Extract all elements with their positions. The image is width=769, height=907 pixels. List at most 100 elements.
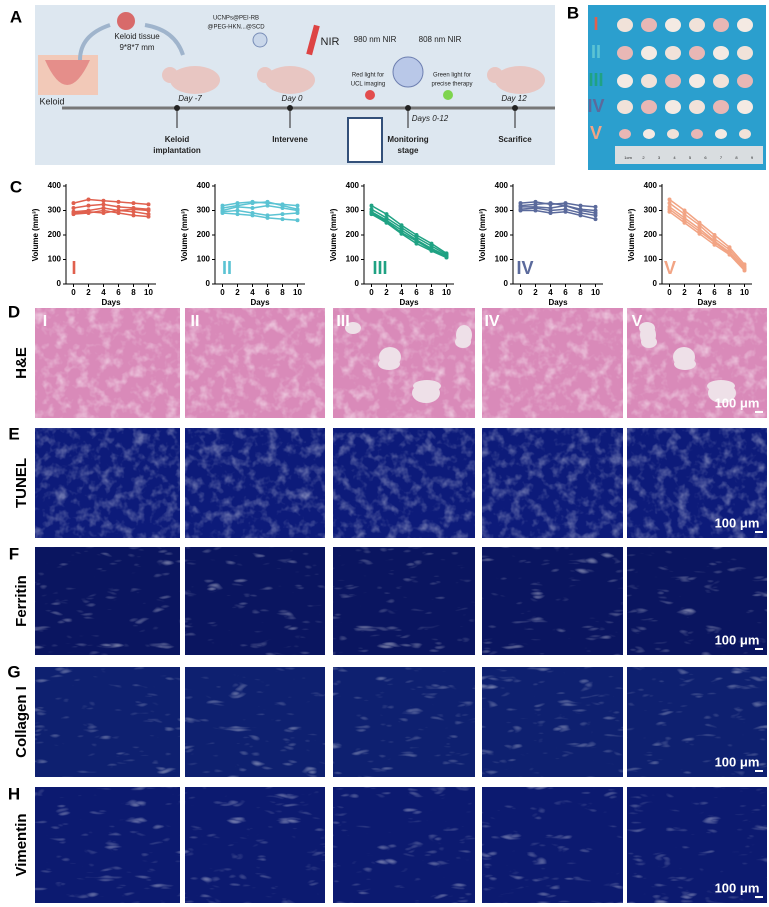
data-point	[250, 201, 255, 206]
texture-layer	[35, 428, 180, 538]
tissue	[665, 74, 681, 88]
data-point	[593, 204, 598, 209]
data-point	[697, 231, 702, 236]
tissue	[665, 18, 681, 32]
panel-letter: B	[567, 3, 579, 22]
group-label: IV	[516, 258, 533, 278]
series-line	[73, 198, 149, 206]
day-label: Day 12	[501, 94, 527, 103]
y-tick-label: 0	[504, 279, 509, 288]
lumen	[455, 336, 471, 348]
label: UCNPs@PEI-RB	[213, 16, 259, 22]
panel-letter: D	[8, 302, 20, 321]
scale-bar-label: 100 μm	[715, 515, 760, 530]
lumen	[641, 336, 657, 348]
texture	[333, 547, 475, 655]
red-bulb	[365, 90, 375, 100]
data-point	[295, 203, 300, 208]
data-point	[235, 204, 240, 209]
mouse-head	[487, 67, 503, 83]
ruler	[615, 146, 763, 164]
x-tick-label: 6	[265, 288, 270, 297]
scale-bar-label: 100 μm	[715, 395, 760, 410]
y-tick-label: 400	[48, 181, 62, 190]
column-label: IV	[484, 313, 499, 330]
data-point	[146, 214, 151, 219]
x-tick-label: 0	[518, 288, 523, 297]
tissue	[715, 129, 727, 139]
texture	[185, 547, 325, 655]
texture-layer	[185, 308, 325, 418]
day-label: Days 0-12	[412, 114, 449, 123]
label: Green light for	[433, 73, 471, 79]
label: @PEG-HKN...@SCD	[207, 25, 265, 31]
series-line	[222, 212, 298, 222]
texture	[185, 308, 325, 418]
tissue	[617, 46, 633, 60]
data-point	[518, 208, 523, 213]
data-point	[101, 198, 106, 203]
row-label: Ferritin	[13, 575, 30, 627]
data-point	[712, 242, 717, 247]
label: NIR	[321, 36, 340, 48]
x-tick-label: 0	[71, 288, 76, 297]
data-point	[578, 203, 583, 208]
tissue	[737, 46, 753, 60]
texture-layer	[482, 787, 623, 903]
column-label: II	[191, 313, 200, 330]
x-tick-label: 4	[250, 288, 255, 297]
photo	[588, 5, 766, 170]
data-point	[682, 220, 687, 225]
x-tick-label: 2	[384, 288, 389, 297]
data-point	[727, 252, 732, 257]
data-point	[86, 197, 91, 202]
texture	[185, 787, 325, 903]
nanoparticle	[252, 32, 268, 48]
texture	[627, 547, 767, 655]
row-label: Collagen I	[13, 686, 30, 758]
texture	[35, 428, 180, 538]
row-label: H&E	[13, 347, 30, 379]
data-point	[593, 213, 598, 218]
texture-layer	[35, 547, 180, 655]
tissue	[689, 100, 705, 114]
texture-layer	[185, 787, 325, 903]
ruler-label: 9	[751, 155, 754, 160]
data-point	[131, 209, 136, 214]
data-point	[667, 201, 672, 206]
data-point	[86, 210, 91, 215]
ruler-label: 7	[720, 155, 723, 160]
day-label: Day -7	[178, 94, 202, 103]
texture	[627, 787, 767, 903]
data-point	[399, 231, 404, 236]
tissue-icon	[117, 12, 135, 30]
series-line	[520, 204, 596, 214]
texture-layer	[333, 667, 475, 777]
y-tick-label: 100	[495, 255, 509, 264]
y-tick-label: 200	[48, 230, 62, 239]
x-tick-label: 8	[578, 288, 583, 297]
label: 808 nm NIR	[419, 35, 462, 44]
data-point	[295, 218, 300, 223]
tissue	[713, 100, 729, 114]
arrow	[144, 23, 185, 56]
texture-layer	[333, 547, 475, 655]
y-tick-label: 200	[644, 230, 658, 239]
data-point	[101, 202, 106, 207]
group-label: V	[664, 258, 676, 278]
mouse	[265, 66, 315, 94]
texture	[333, 667, 475, 777]
texture-layer	[482, 308, 623, 418]
y-tick-label: 300	[495, 206, 509, 215]
y-tick-label: 200	[346, 230, 360, 239]
panel-letter: E	[8, 424, 19, 443]
label: UCL imaging	[351, 82, 385, 88]
group-label: I	[593, 14, 598, 34]
tissue	[713, 46, 729, 60]
tissue	[689, 18, 705, 32]
lumen	[345, 322, 361, 334]
lumen	[412, 383, 440, 403]
data-point	[235, 208, 240, 213]
series-line	[222, 209, 298, 217]
